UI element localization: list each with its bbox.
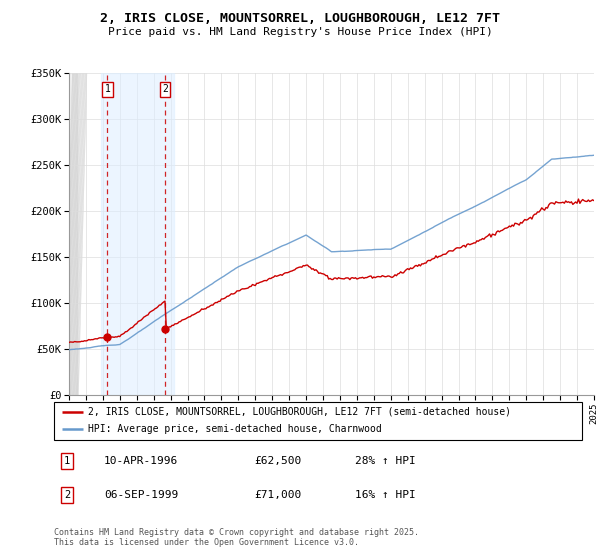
Text: £71,000: £71,000 <box>254 489 302 500</box>
Text: 28% ↑ HPI: 28% ↑ HPI <box>355 456 416 466</box>
Text: 1: 1 <box>64 456 70 466</box>
Text: 10-APR-1996: 10-APR-1996 <box>104 456 178 466</box>
FancyBboxPatch shape <box>54 402 582 440</box>
Text: 2, IRIS CLOSE, MOUNTSORREL, LOUGHBOROUGH, LE12 7FT (semi-detached house): 2, IRIS CLOSE, MOUNTSORREL, LOUGHBOROUGH… <box>88 407 511 417</box>
Text: 16% ↑ HPI: 16% ↑ HPI <box>355 489 416 500</box>
Text: 2: 2 <box>64 489 70 500</box>
Bar <box>101 73 174 395</box>
Text: 06-SEP-1999: 06-SEP-1999 <box>104 489 178 500</box>
Text: 1: 1 <box>104 84 110 94</box>
Text: Price paid vs. HM Land Registry's House Price Index (HPI): Price paid vs. HM Land Registry's House … <box>107 27 493 37</box>
Text: 2: 2 <box>162 84 168 94</box>
Text: Contains HM Land Registry data © Crown copyright and database right 2025.
This d: Contains HM Land Registry data © Crown c… <box>54 528 419 547</box>
Text: £62,500: £62,500 <box>254 456 302 466</box>
Text: HPI: Average price, semi-detached house, Charnwood: HPI: Average price, semi-detached house,… <box>88 424 382 435</box>
Text: 2, IRIS CLOSE, MOUNTSORREL, LOUGHBOROUGH, LE12 7FT: 2, IRIS CLOSE, MOUNTSORREL, LOUGHBOROUGH… <box>100 12 500 25</box>
